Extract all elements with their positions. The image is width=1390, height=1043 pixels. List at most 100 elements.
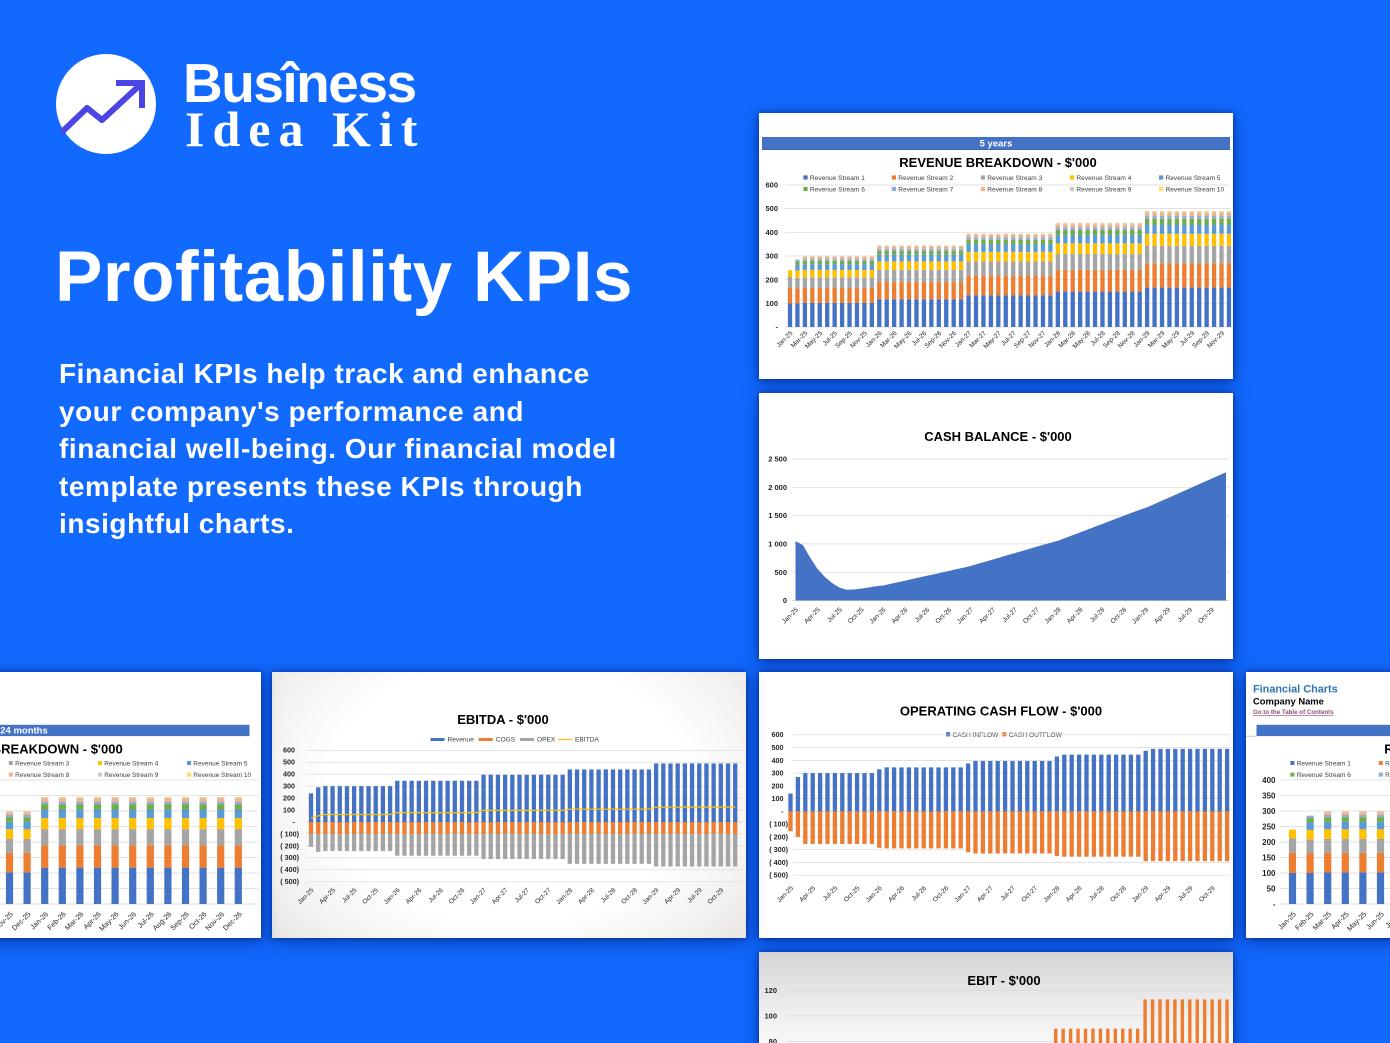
svg-text:Jun-25: Jun-25 bbox=[1364, 910, 1386, 932]
svg-text:Revenue Stream 8: Revenue Stream 8 bbox=[987, 187, 1042, 194]
svg-text:-: - bbox=[293, 817, 296, 826]
svg-text:Jul-25: Jul-25 bbox=[341, 887, 359, 905]
svg-text:Nov-29: Nov-29 bbox=[1206, 330, 1226, 350]
svg-text:100: 100 bbox=[283, 806, 295, 815]
svg-text:Oct-28: Oct-28 bbox=[1109, 606, 1128, 625]
svg-text:-: - bbox=[776, 323, 779, 332]
svg-text:150: 150 bbox=[1262, 853, 1276, 862]
svg-text:Revenue Stream 10: Revenue Stream 10 bbox=[1166, 187, 1225, 194]
svg-text:Revenue Stream 2: Revenue Stream 2 bbox=[898, 175, 953, 182]
svg-text:Jan-26: Jan-26 bbox=[865, 885, 884, 904]
svg-text:( 300): ( 300) bbox=[769, 845, 788, 854]
svg-text:Apr-28: Apr-28 bbox=[1066, 606, 1085, 625]
svg-text:Oct-26: Oct-26 bbox=[932, 885, 951, 904]
svg-text:100: 100 bbox=[765, 299, 778, 308]
svg-text:Jul-29: Jul-29 bbox=[686, 887, 704, 905]
svg-text:200: 200 bbox=[283, 794, 295, 803]
svg-text:( 400): ( 400) bbox=[280, 865, 299, 874]
svg-text:300: 300 bbox=[1262, 807, 1276, 816]
svg-text:Revenue Stream 3: Revenue Stream 3 bbox=[15, 760, 70, 767]
svg-text:Jan-27: Jan-27 bbox=[956, 606, 975, 625]
svg-text:Jan-29: Jan-29 bbox=[1131, 885, 1150, 904]
svg-text:Jan-25: Jan-25 bbox=[781, 606, 800, 625]
svg-text:Revenue Stream 9: Revenue Stream 9 bbox=[1076, 187, 1131, 194]
svg-text:Jul-28: Jul-28 bbox=[1088, 885, 1106, 903]
svg-text:Revenue Stream 4: Revenue Stream 4 bbox=[104, 760, 159, 767]
svg-text:Revenue Stream 1: Revenue Stream 1 bbox=[1297, 760, 1352, 767]
svg-text:500: 500 bbox=[765, 204, 778, 213]
svg-text:Jul-26: Jul-26 bbox=[427, 887, 445, 905]
svg-text:Jan-29: Jan-29 bbox=[642, 887, 661, 906]
svg-text:24 months: 24 months bbox=[0, 725, 48, 736]
svg-text:Revenue Stream 6: Revenue Stream 6 bbox=[810, 187, 865, 194]
svg-text:200: 200 bbox=[765, 275, 778, 284]
svg-text:Jul-28: Jul-28 bbox=[1089, 606, 1107, 624]
svg-text:Company Name: Company Name bbox=[1253, 696, 1324, 707]
svg-text:Revenue Stream 9: Revenue Stream 9 bbox=[104, 772, 159, 779]
svg-text:( 200): ( 200) bbox=[280, 841, 299, 850]
svg-text:Oct-28: Oct-28 bbox=[620, 887, 639, 906]
svg-text:Revenue Stream 7: Revenue Stream 7 bbox=[898, 187, 953, 194]
svg-text:1 000: 1 000 bbox=[768, 540, 787, 549]
svg-text:Jul-27: Jul-27 bbox=[999, 885, 1017, 903]
svg-text:Jan-28: Jan-28 bbox=[1042, 885, 1061, 904]
svg-text:Oct-27: Oct-27 bbox=[534, 887, 553, 906]
svg-text:May-26: May-26 bbox=[97, 910, 120, 933]
svg-text:Oct-26: Oct-26 bbox=[448, 887, 467, 906]
svg-text:Jan-27: Jan-27 bbox=[469, 887, 488, 906]
svg-text:5 years: 5 years bbox=[980, 139, 1013, 150]
svg-text:-: - bbox=[1273, 900, 1276, 909]
svg-text:Jul-27: Jul-27 bbox=[514, 887, 532, 905]
svg-text:Dec-26: Dec-26 bbox=[221, 910, 244, 933]
svg-text:Oct-29: Oct-29 bbox=[706, 887, 725, 906]
svg-text:Revenue Stream 7: Revenue Stream 7 bbox=[1385, 772, 1390, 779]
svg-text:( 100): ( 100) bbox=[769, 820, 788, 829]
svg-text:Sep-26: Sep-26 bbox=[168, 910, 191, 933]
svg-text:Apr-26: Apr-26 bbox=[891, 606, 910, 625]
svg-text:300: 300 bbox=[765, 252, 778, 261]
svg-text:Jan-29: Jan-29 bbox=[1131, 606, 1150, 625]
svg-text:Mar-26: Mar-26 bbox=[63, 910, 85, 932]
svg-text:CASH OUTFLOW: CASH OUTFLOW bbox=[1009, 732, 1063, 739]
svg-text:Jul-28: Jul-28 bbox=[600, 887, 618, 905]
svg-text:Jun-26: Jun-26 bbox=[116, 910, 138, 932]
svg-text:100: 100 bbox=[764, 1012, 777, 1021]
svg-text:Jul-26: Jul-26 bbox=[914, 606, 932, 624]
svg-text:Apr-27: Apr-27 bbox=[491, 887, 510, 906]
svg-text:Revenue Stream 1: Revenue Stream 1 bbox=[810, 175, 865, 182]
svg-text:2 500: 2 500 bbox=[768, 455, 787, 464]
svg-text:Oct-26: Oct-26 bbox=[934, 606, 953, 625]
svg-text:REVENUE BREAKDOWN - $'000: REVENUE BREAKDOWN - $'000 bbox=[1384, 742, 1390, 757]
svg-text:Apr-29: Apr-29 bbox=[1154, 885, 1173, 904]
svg-text:May-25: May-25 bbox=[1345, 910, 1368, 933]
svg-text:Apr-29: Apr-29 bbox=[1153, 606, 1172, 625]
svg-text:( 400): ( 400) bbox=[769, 858, 788, 867]
svg-text:400: 400 bbox=[772, 756, 784, 765]
svg-text:Apr-25: Apr-25 bbox=[318, 887, 337, 906]
svg-text:350: 350 bbox=[1262, 791, 1276, 800]
svg-text:Revenue Stream 3: Revenue Stream 3 bbox=[987, 175, 1042, 182]
svg-text:Feb-26: Feb-26 bbox=[45, 910, 67, 932]
svg-text:300: 300 bbox=[283, 782, 295, 791]
svg-text:200: 200 bbox=[772, 781, 784, 790]
svg-text:Oct-25: Oct-25 bbox=[361, 887, 380, 906]
svg-text:EBITDA - $'000: EBITDA - $'000 bbox=[457, 712, 548, 727]
svg-text:Jan-28: Jan-28 bbox=[555, 887, 574, 906]
svg-text:Jan-25: Jan-25 bbox=[296, 887, 315, 906]
svg-text:250: 250 bbox=[1262, 822, 1276, 831]
svg-text:2 000: 2 000 bbox=[768, 483, 787, 492]
svg-text:Revenue: Revenue bbox=[448, 737, 475, 744]
svg-text:Jul-29: Jul-29 bbox=[1176, 606, 1194, 624]
svg-text:( 500): ( 500) bbox=[280, 877, 299, 886]
svg-text:Revenue Stream 5: Revenue Stream 5 bbox=[1166, 175, 1221, 182]
svg-text:EBIT - $'000: EBIT - $'000 bbox=[967, 973, 1040, 988]
svg-text:Oct-25: Oct-25 bbox=[847, 606, 866, 625]
svg-text:Revenue Stream 6: Revenue Stream 6 bbox=[1297, 772, 1352, 779]
svg-text:100: 100 bbox=[1262, 869, 1276, 878]
svg-text:Revenue Stream 10: Revenue Stream 10 bbox=[193, 772, 251, 779]
svg-text:Apr-25: Apr-25 bbox=[803, 606, 822, 625]
svg-text:Jul-25: Jul-25 bbox=[822, 885, 840, 903]
svg-text:600: 600 bbox=[772, 730, 784, 739]
svg-text:Apr-25: Apr-25 bbox=[798, 885, 817, 904]
svg-text:( 300): ( 300) bbox=[280, 853, 299, 862]
